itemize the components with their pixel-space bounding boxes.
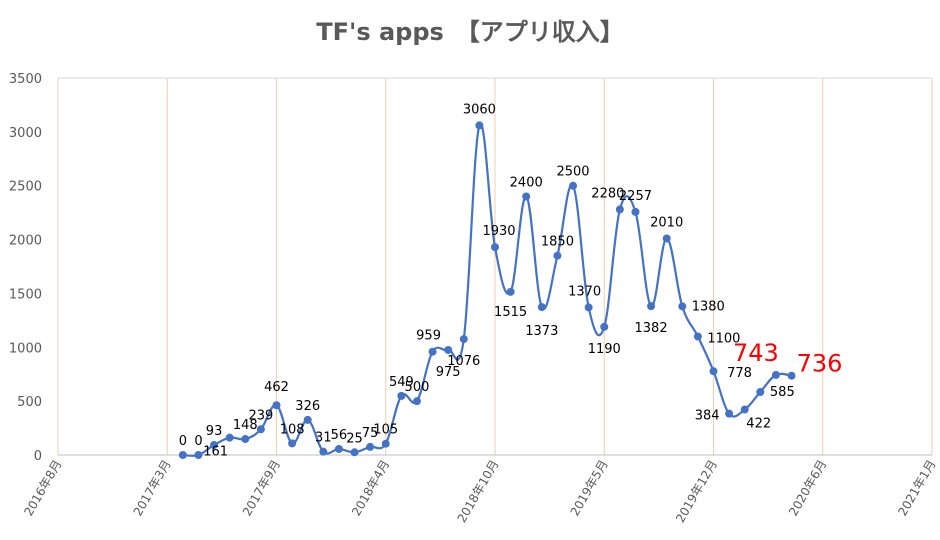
data-label: 1515 [494, 305, 527, 320]
data-label: 1930 [482, 224, 515, 239]
data-label: 75 [362, 426, 379, 441]
data-point [725, 409, 734, 418]
data-label: 1190 [588, 342, 621, 357]
data-point [256, 425, 265, 434]
data-label: 31 [315, 431, 332, 446]
data-point [210, 440, 219, 449]
data-point [288, 439, 297, 448]
data-point [615, 205, 624, 214]
data-label: 2010 [650, 215, 683, 230]
data-label: 148 [233, 418, 258, 433]
data-point [522, 192, 531, 201]
data-label: 161 [203, 445, 228, 460]
data-label: 25 [346, 431, 363, 446]
data-point [194, 451, 203, 459]
data-point [303, 415, 312, 424]
data-label: 2400 [510, 175, 543, 190]
data-label: 1373 [525, 324, 558, 339]
x-tick-label: 2018年10月 [455, 458, 502, 525]
y-tick-label: 3000 [9, 126, 42, 141]
data-point [662, 234, 671, 243]
data-point [740, 405, 749, 414]
data-point [787, 371, 796, 380]
data-label: 56 [331, 428, 348, 443]
data-label: 2280 [591, 186, 624, 201]
x-tick-label: 2020年6月 [786, 458, 829, 519]
data-point [600, 322, 609, 331]
data-point [491, 243, 499, 252]
x-tick-label: 2019年12月 [673, 458, 720, 525]
x-tick-label: 2021年1月 [895, 458, 938, 519]
data-point [459, 335, 468, 344]
data-label: 326 [295, 399, 320, 414]
data-point [272, 401, 281, 410]
y-tick-label: 2000 [9, 234, 42, 249]
x-tick-label: 2016年8月 [21, 458, 64, 519]
data-label: 1850 [541, 235, 574, 250]
y-tick-label: 500 [17, 395, 42, 410]
y-tick-label: 1000 [9, 341, 42, 356]
data-label: 778 [727, 366, 752, 381]
data-point [350, 448, 359, 457]
data-point [537, 303, 546, 312]
chart-title: TF's apps 【アプリ収入】 [316, 18, 624, 46]
data-point [428, 347, 437, 356]
data-point [647, 302, 656, 311]
y-tick-label: 2500 [9, 180, 42, 195]
data-point [506, 287, 515, 296]
data-point [366, 442, 375, 451]
data-label: 585 [770, 385, 795, 400]
data-label: 2257 [619, 189, 652, 204]
data-point [334, 444, 343, 453]
y-tick-label: 0 [34, 449, 42, 464]
data-point [569, 181, 578, 190]
data-point [475, 121, 484, 130]
x-tick-label: 2019年5月 [568, 458, 611, 519]
data-label: 743 [733, 339, 779, 367]
data-point [771, 370, 780, 379]
data-label: 1382 [635, 321, 668, 336]
data-point [178, 451, 187, 459]
data-point [709, 367, 718, 376]
data-point [631, 207, 640, 216]
data-point [584, 303, 593, 312]
data-point [241, 435, 250, 444]
data-label: 239 [248, 408, 273, 423]
y-tick-label: 1500 [9, 287, 42, 302]
x-tick-label: 2017年9月 [240, 458, 283, 519]
data-label: 3060 [463, 102, 496, 117]
data-label: 0 [194, 434, 202, 449]
data-label: 0 [179, 434, 187, 449]
data-label: 93 [206, 424, 223, 439]
data-point [397, 391, 406, 400]
y-tick-label: 3500 [9, 72, 42, 87]
data-point [412, 397, 421, 406]
data-label: 975 [436, 365, 461, 380]
data-label: 384 [695, 409, 720, 424]
data-point [756, 387, 765, 396]
data-point [319, 447, 328, 456]
data-point [381, 439, 390, 448]
data-point [444, 345, 453, 354]
data-label: 959 [416, 329, 441, 344]
data-point [693, 332, 702, 341]
data-label: 462 [264, 380, 289, 395]
data-label: 108 [280, 422, 305, 437]
x-tick-label: 2017年3月 [131, 458, 174, 519]
data-label: 422 [746, 417, 771, 432]
data-label: 1370 [568, 284, 601, 299]
data-label: 105 [373, 423, 398, 438]
data-point [553, 251, 562, 260]
data-label: 549 [389, 375, 414, 390]
data-point [225, 433, 234, 442]
data-label: 1100 [707, 332, 740, 347]
data-label: 1076 [447, 354, 480, 369]
data-label: 2500 [556, 165, 589, 180]
data-label: 1380 [692, 299, 725, 314]
data-label: 736 [797, 350, 843, 378]
data-label: 500 [405, 380, 430, 395]
x-tick-label: 2018年4月 [349, 458, 392, 519]
data-point [678, 302, 687, 311]
